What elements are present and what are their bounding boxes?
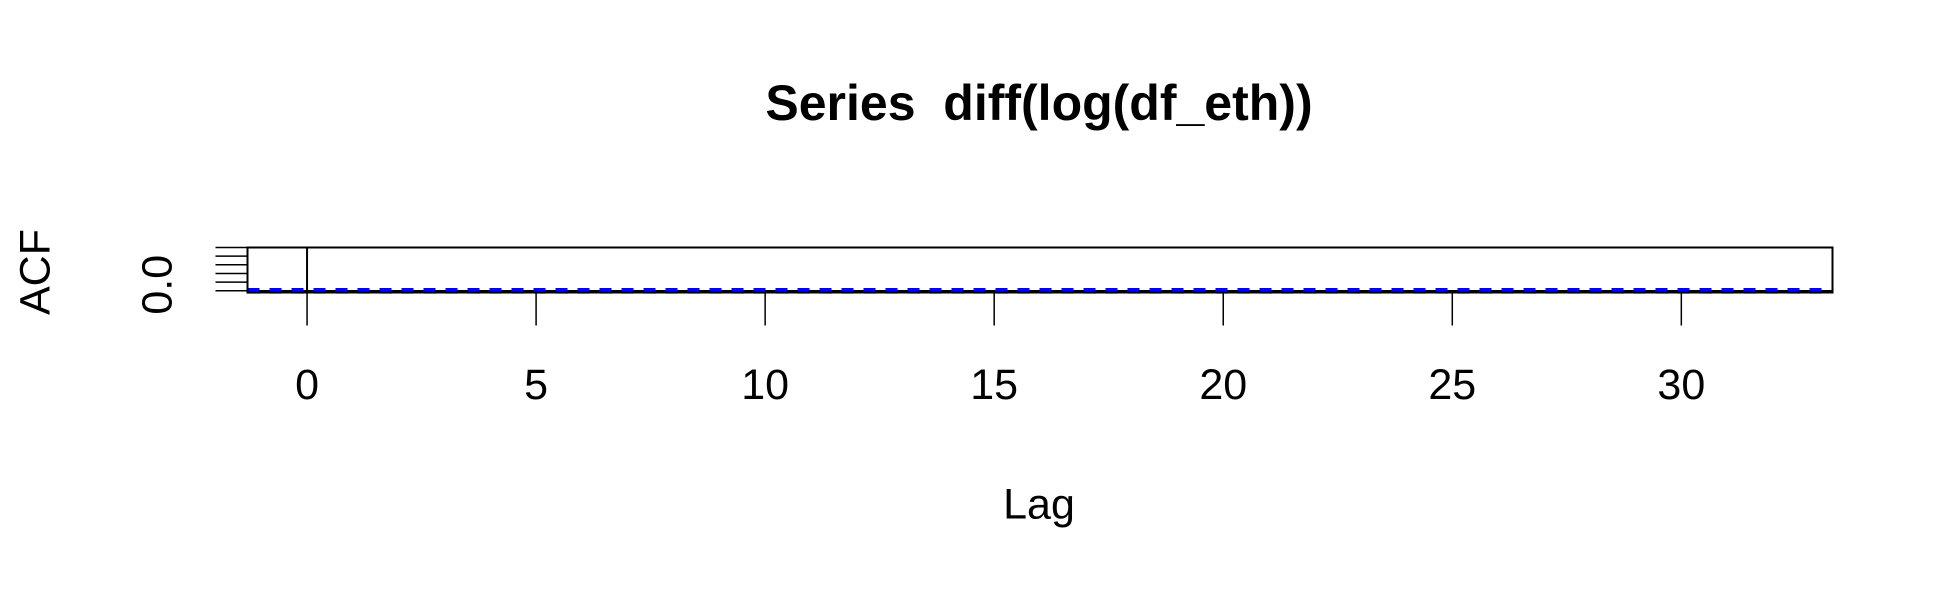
y-tick-label: 0.0 [133,255,181,315]
x-axis-label: Lag [1003,480,1075,528]
x-tick-label: 30 [1657,361,1705,409]
y-axis-label: ACF [11,229,59,315]
plot-frame [246,246,1834,294]
x-tick-label: 20 [1199,361,1247,409]
x-tick-label: 25 [1428,361,1476,409]
x-tick-label: 0 [295,361,319,409]
x-tick-label: 15 [970,361,1018,409]
x-tick-label: 10 [741,361,789,409]
chart-title: Series diff(log(df_eth)) [765,75,1312,131]
x-tick-label: 5 [524,361,548,409]
